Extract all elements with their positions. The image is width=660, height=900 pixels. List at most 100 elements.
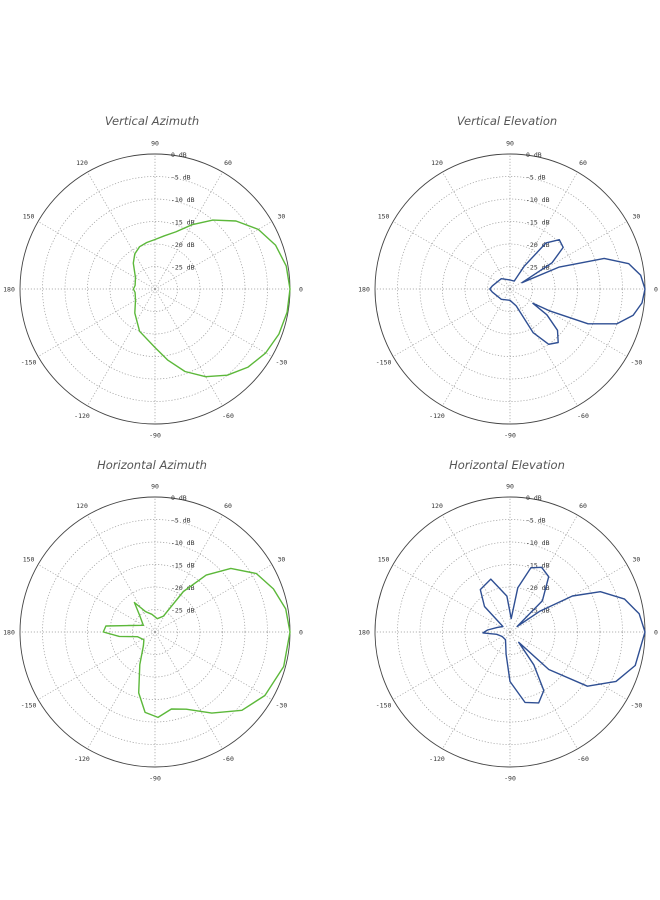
angle-tick-150: 150 bbox=[23, 556, 35, 564]
ring-labels: 0 dB -5 dB -10 dB -15 dB -20 dB -25 dB bbox=[171, 494, 195, 615]
chart-horizontal-azimuth: Horizontal Azimuth 30 60 90 120 150 180 … bbox=[3, 458, 303, 783]
chart-title: Vertical Azimuth bbox=[105, 114, 199, 128]
grid-ring bbox=[42, 176, 268, 402]
polar-grid bbox=[19, 153, 291, 425]
angle-tick-90: 90 bbox=[151, 483, 159, 491]
grid-ring bbox=[442, 221, 578, 357]
angle-tick-minus150: -150 bbox=[376, 359, 392, 367]
angle-tick-30: 30 bbox=[632, 213, 640, 221]
angle-tick-minus60: -60 bbox=[222, 412, 234, 420]
angle-tick-minus120: -120 bbox=[74, 755, 90, 763]
angle-tick-minus120: -120 bbox=[429, 412, 445, 420]
ring-label-minus5db: -5 dB bbox=[171, 517, 191, 525]
grid-ring bbox=[87, 221, 223, 357]
ring-label-minus20db: -20 dB bbox=[526, 241, 550, 249]
angle-tick-0: 0 bbox=[654, 629, 658, 637]
pattern-trace bbox=[479, 566, 646, 704]
angle-tick-minus60: -60 bbox=[577, 755, 589, 763]
ring-label-minus15db: -15 dB bbox=[526, 562, 550, 570]
grid-ring bbox=[42, 519, 268, 745]
grid-spoke bbox=[392, 631, 511, 700]
ring-label-minus15db: -15 dB bbox=[526, 219, 550, 227]
angle-tick-0: 0 bbox=[299, 286, 303, 294]
ring-label-minus25db: -25 dB bbox=[171, 607, 195, 615]
ring-label-minus10db: -10 dB bbox=[526, 196, 550, 204]
grid-spoke bbox=[392, 288, 511, 357]
ring-labels: 0 dB -5 dB -10 dB -15 dB -20 dB -25 dB bbox=[171, 151, 195, 272]
chart-vertical-azimuth: Vertical Azimuth 30 60 90 120 150 180 -1… bbox=[3, 114, 303, 440]
ring-label-0db: 0 dB bbox=[171, 151, 187, 159]
grid-spoke bbox=[154, 288, 273, 357]
angle-tick-minus30: -30 bbox=[631, 359, 643, 367]
grid-spoke bbox=[509, 288, 578, 407]
angle-tick-150: 150 bbox=[378, 556, 390, 564]
angle-tick-60: 60 bbox=[579, 159, 587, 167]
grid-ring bbox=[87, 564, 223, 700]
ring-label-minus20db: -20 dB bbox=[171, 584, 195, 592]
ring-label-0db: 0 dB bbox=[526, 151, 542, 159]
grid-ring bbox=[397, 519, 623, 745]
grid-ring bbox=[397, 176, 623, 402]
grid-spoke bbox=[154, 288, 223, 407]
angle-tick-180: 180 bbox=[358, 629, 370, 637]
ring-label-minus10db: -10 dB bbox=[526, 539, 550, 547]
ring-label-minus25db: -25 dB bbox=[526, 264, 550, 272]
grid-spoke bbox=[154, 631, 223, 750]
angle-tick-150: 150 bbox=[23, 213, 35, 221]
grid-ring bbox=[132, 609, 178, 655]
ring-label-minus20db: -20 dB bbox=[171, 241, 195, 249]
ring-label-minus25db: -25 dB bbox=[526, 607, 550, 615]
ring-label-minus5db: -5 dB bbox=[171, 174, 191, 182]
angle-tick-minus90: -90 bbox=[149, 432, 161, 440]
angle-tick-30: 30 bbox=[277, 213, 285, 221]
angle-tick-60: 60 bbox=[579, 502, 587, 510]
ring-label-0db: 0 dB bbox=[171, 494, 187, 502]
angle-tick-minus30: -30 bbox=[631, 702, 643, 710]
angle-tick-minus120: -120 bbox=[429, 755, 445, 763]
angle-tick-30: 30 bbox=[277, 556, 285, 564]
pattern-trace bbox=[102, 567, 291, 719]
ring-labels: 0 dB -5 dB -10 dB -15 dB -20 dB -25 dB bbox=[526, 494, 550, 615]
angle-tick-minus150: -150 bbox=[21, 702, 37, 710]
angle-tick-180: 180 bbox=[3, 629, 15, 637]
chart-title: Vertical Elevation bbox=[457, 114, 557, 128]
grid-spoke bbox=[154, 631, 273, 700]
angle-tick-minus150: -150 bbox=[21, 359, 37, 367]
angle-tick-180: 180 bbox=[358, 286, 370, 294]
grid-spoke bbox=[37, 631, 156, 700]
chart-title: Horizontal Elevation bbox=[449, 458, 565, 472]
angle-tick-minus60: -60 bbox=[222, 755, 234, 763]
polar-grid bbox=[19, 496, 291, 768]
ring-label-minus5db: -5 dB bbox=[526, 517, 546, 525]
angle-tick-labels: 30 60 90 120 150 180 -150 -120 -90 -60 -… bbox=[3, 140, 303, 440]
grid-ring bbox=[487, 266, 533, 312]
angle-tick-labels: 30 60 90 120 150 180 -150 -120 -90 -60 -… bbox=[3, 483, 303, 783]
angle-tick-90: 90 bbox=[506, 140, 514, 148]
angle-tick-120: 120 bbox=[431, 159, 443, 167]
ring-label-0db: 0 dB bbox=[526, 494, 542, 502]
ring-label-minus5db: -5 dB bbox=[526, 174, 546, 182]
angle-tick-150: 150 bbox=[378, 213, 390, 221]
angle-tick-minus150: -150 bbox=[376, 702, 392, 710]
ring-label-minus10db: -10 dB bbox=[171, 196, 195, 204]
angle-tick-30: 30 bbox=[632, 556, 640, 564]
polar-grid bbox=[374, 153, 646, 425]
angle-tick-minus90: -90 bbox=[504, 775, 516, 783]
angle-tick-minus90: -90 bbox=[504, 432, 516, 440]
angle-tick-90: 90 bbox=[151, 140, 159, 148]
angle-tick-0: 0 bbox=[654, 286, 658, 294]
angle-tick-180: 180 bbox=[3, 286, 15, 294]
angle-tick-0: 0 bbox=[299, 629, 303, 637]
polar-grid bbox=[374, 496, 646, 768]
pattern-trace bbox=[489, 239, 646, 345]
ring-label-minus15db: -15 dB bbox=[171, 562, 195, 570]
ring-label-minus10db: -10 dB bbox=[171, 539, 195, 547]
angle-tick-labels: 30 60 90 120 150 180 -150 -120 -90 -60 -… bbox=[358, 140, 658, 440]
angle-tick-120: 120 bbox=[76, 502, 88, 510]
angle-tick-90: 90 bbox=[506, 483, 514, 491]
angle-tick-minus30: -30 bbox=[276, 359, 288, 367]
angle-tick-minus120: -120 bbox=[74, 412, 90, 420]
grid-spoke bbox=[509, 631, 628, 700]
angle-tick-120: 120 bbox=[76, 159, 88, 167]
